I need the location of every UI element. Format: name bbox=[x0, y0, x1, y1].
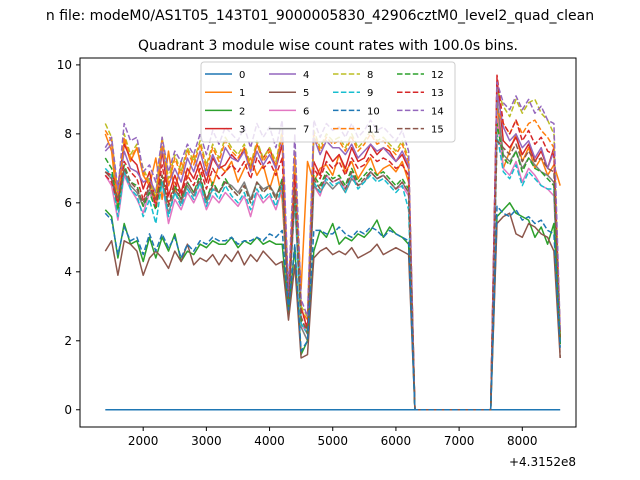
legend-label-11: 11 bbox=[367, 125, 380, 136]
y-tick-label: 4 bbox=[64, 265, 72, 279]
legend-label-0: 0 bbox=[239, 70, 245, 81]
x-tick-label: 5000 bbox=[317, 434, 348, 448]
x-axis: 2000 3000 4000 5000 6000 7000 8000 bbox=[128, 427, 538, 448]
x-tick-label: 7000 bbox=[444, 434, 475, 448]
x-tick-label: 6000 bbox=[381, 434, 412, 448]
legend-label-4: 4 bbox=[303, 70, 309, 81]
legend-label-5: 5 bbox=[303, 88, 309, 99]
plot-lines bbox=[104, 74, 561, 411]
y-tick-label: 10 bbox=[57, 58, 72, 72]
legend-label-1: 1 bbox=[239, 88, 245, 99]
legend-label-15: 15 bbox=[431, 125, 444, 136]
x-tick-label: 8000 bbox=[507, 434, 538, 448]
legend-label-2: 2 bbox=[239, 106, 245, 117]
legend-label-12: 12 bbox=[431, 70, 444, 81]
legend-label-6: 6 bbox=[303, 106, 309, 117]
legend-label-9: 9 bbox=[367, 88, 373, 99]
series-line-10 bbox=[104, 205, 561, 411]
y-tick-label: 2 bbox=[64, 334, 72, 348]
legend-label-10: 10 bbox=[367, 106, 380, 117]
y-tick-label: 0 bbox=[64, 403, 72, 417]
legend-label-8: 8 bbox=[367, 70, 373, 81]
y-axis: 0 2 4 6 8 10 bbox=[57, 58, 80, 417]
chart-title: Quadrant 3 module wise count rates with … bbox=[138, 38, 518, 54]
x-tick-label: 2000 bbox=[128, 434, 159, 448]
legend-label-3: 3 bbox=[239, 125, 245, 136]
y-tick-label: 6 bbox=[64, 196, 72, 210]
legend-label-14: 14 bbox=[431, 106, 444, 117]
figure-title: n file: modeM0/AS1T05_143T01_9000005830_… bbox=[45, 8, 595, 24]
y-tick-label: 8 bbox=[64, 127, 72, 141]
legend-box bbox=[200, 61, 456, 143]
x-offset-label: +4.3152e8 bbox=[509, 455, 576, 469]
x-tick-label: 4000 bbox=[254, 434, 285, 448]
legend-label-7: 7 bbox=[303, 125, 309, 136]
axes-frame bbox=[79, 57, 577, 428]
legend-label-13: 13 bbox=[431, 88, 444, 99]
x-tick-label: 3000 bbox=[191, 434, 222, 448]
